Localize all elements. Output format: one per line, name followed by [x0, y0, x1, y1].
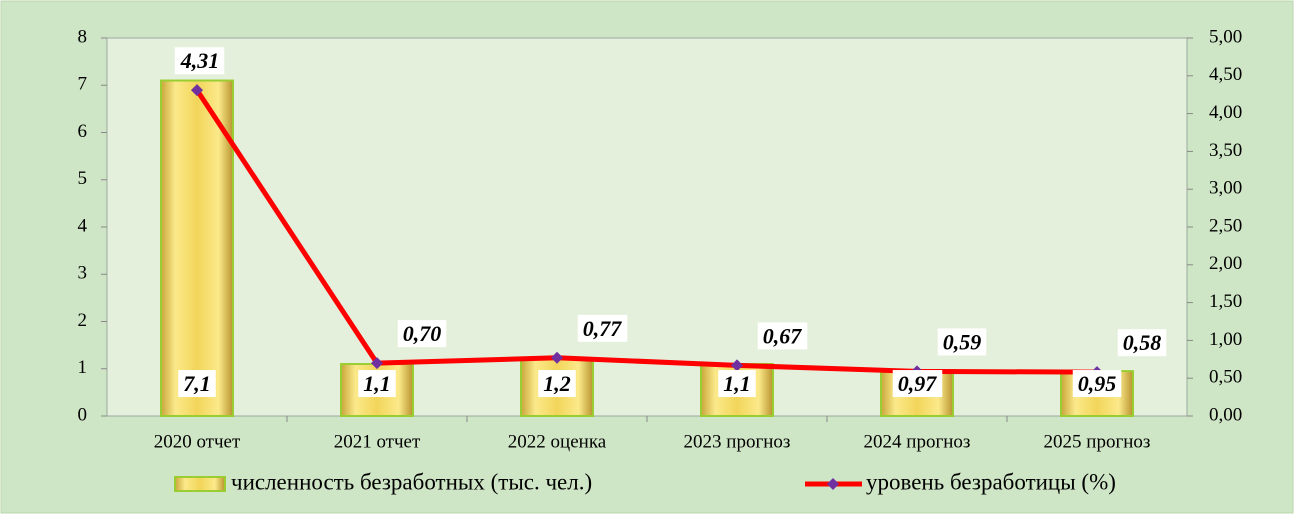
data-label: 0,95 — [1078, 371, 1117, 396]
data-label-group: 1,2 — [538, 370, 576, 398]
data-label-group: 0,58 — [1117, 329, 1167, 357]
y2-tick-label: 2,50 — [1209, 215, 1242, 236]
data-label: 0,97 — [898, 371, 938, 396]
y2-tick-label: 0,50 — [1209, 367, 1242, 388]
marker — [731, 359, 743, 372]
y-tick-label: 5 — [78, 168, 88, 189]
legend-swatch — [174, 476, 226, 492]
y-tick-label: 6 — [78, 121, 88, 142]
data-label-box — [718, 370, 756, 398]
data-label-box — [178, 370, 216, 398]
y2-tick-label: 5,00 — [1209, 26, 1242, 47]
data-label: 0,59 — [943, 329, 982, 354]
y2-tick-label: 0,00 — [1209, 404, 1242, 425]
y2-tick-label: 4,50 — [1209, 64, 1242, 85]
y-tick-label: 3 — [78, 263, 88, 284]
data-label-box — [174, 47, 225, 75]
data-label: 7,1 — [183, 371, 211, 396]
x-tick-label: 2022 оценка — [508, 431, 607, 452]
data-label: 0,77 — [583, 316, 623, 341]
data-label: 1,1 — [723, 371, 751, 396]
x-tick-label: 2021 отчет — [334, 431, 421, 452]
data-label: 0,58 — [1123, 330, 1162, 355]
marker — [191, 84, 203, 97]
y-tick-label: 1 — [78, 357, 88, 378]
data-label-group: 0,67 — [757, 322, 808, 350]
y2-tick-label: 2,00 — [1209, 253, 1242, 274]
data-label-box — [1072, 370, 1122, 398]
data-label-group: 0,95 — [1072, 370, 1122, 398]
data-label: 0,67 — [763, 323, 803, 348]
data-label: 4,31 — [180, 48, 220, 73]
data-label-group: 1,1 — [358, 370, 396, 398]
y2-tick-label: 3,50 — [1209, 140, 1242, 161]
y2-tick-label: 1,00 — [1209, 329, 1242, 350]
bar — [160, 79, 234, 418]
y-tick-label: 0 — [78, 404, 88, 425]
y2-tick-label: 3,00 — [1209, 178, 1242, 199]
y2-tick-label: 1,50 — [1209, 291, 1242, 312]
x-tick-label: 2024 прогноз — [864, 431, 971, 452]
data-label-box — [937, 328, 987, 356]
marker — [371, 357, 383, 370]
legend-swatch — [827, 478, 839, 490]
data-label: 0,70 — [403, 321, 442, 346]
data-label-box — [397, 320, 447, 348]
y2-tick-label: 4,00 — [1209, 102, 1242, 123]
data-label-box — [358, 370, 396, 398]
data-label: 1,1 — [363, 371, 391, 396]
x-tick-label: 2023 прогноз — [684, 431, 791, 452]
data-label-box — [757, 322, 808, 350]
data-label-group: 1,1 — [718, 370, 756, 398]
data-label-box — [577, 314, 628, 342]
data-label: 1,2 — [543, 371, 571, 396]
data-label-group: 0,77 — [577, 314, 628, 342]
legend-label: численность безработных (тыс. чел.) — [231, 469, 592, 494]
y-tick-label: 7 — [78, 74, 88, 95]
y-tick-label: 4 — [78, 215, 88, 236]
data-label-group: 7,1 — [178, 370, 216, 398]
data-label-box — [892, 370, 943, 398]
data-label-group: 0,70 — [397, 320, 447, 348]
data-label-group: 0,59 — [937, 328, 987, 356]
data-label-group: 0,97 — [892, 370, 943, 398]
x-tick-label: 2025 прогноз — [1044, 431, 1151, 452]
marker — [551, 351, 563, 364]
legend-label: уровень безработицы (%) — [866, 469, 1116, 494]
data-label-box — [538, 370, 576, 398]
x-tick-label: 2020 отчет — [154, 431, 241, 452]
y-tick-label: 2 — [78, 310, 88, 331]
data-label-group: 4,31 — [174, 47, 225, 75]
data-label-box — [1117, 329, 1167, 357]
y-tick-label: 8 — [78, 26, 88, 47]
line — [194, 88, 1098, 375]
